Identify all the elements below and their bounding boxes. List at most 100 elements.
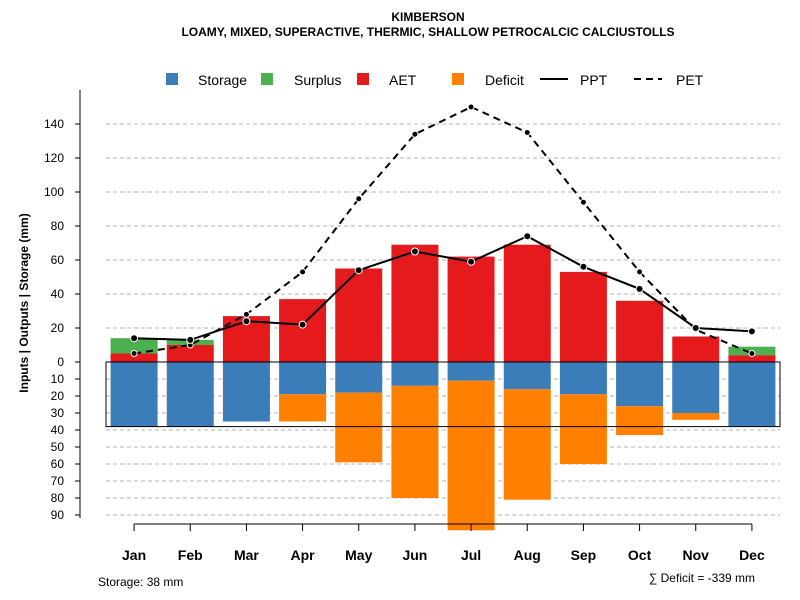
ppt-point <box>579 262 588 271</box>
storage-bar <box>166 362 214 427</box>
deficit-bar <box>616 406 664 436</box>
pet-point <box>355 195 363 203</box>
aet-bar <box>559 271 607 362</box>
legend-swatch <box>357 73 369 85</box>
ppt-point <box>523 232 532 241</box>
deficit-bar <box>672 413 720 420</box>
x-tick-label: May <box>345 547 372 563</box>
storage-bar <box>616 362 664 407</box>
x-tick-label: Jun <box>402 547 427 563</box>
aet-bar <box>447 256 495 362</box>
storage-bar <box>559 362 607 395</box>
legend-label: AET <box>389 72 417 88</box>
aet-bar <box>672 336 720 362</box>
storage-bar <box>335 362 383 393</box>
deficit-bar <box>503 389 551 500</box>
storage-bar <box>503 362 551 390</box>
pet-line <box>133 105 753 355</box>
x-tick-label: Jul <box>461 547 481 563</box>
chart-subtitle: LOAMY, MIXED, SUPERACTIVE, THERMIC, SHAL… <box>181 25 674 39</box>
storage-bar <box>728 362 776 427</box>
aet-bar <box>503 244 551 362</box>
axes: 0 20 40 60 80 100 120 140 10 20 30 40 50 60 70 80 90 Jan F… <box>44 90 765 563</box>
pet-point <box>242 310 250 318</box>
x-tick-label: Oct <box>628 547 652 563</box>
y-tick-label: 120 <box>44 151 64 165</box>
aet-bar <box>110 353 158 362</box>
aet-bar <box>166 345 214 362</box>
bars <box>105 244 781 531</box>
y-tick-label: 20 <box>51 321 65 335</box>
aet-bar <box>616 300 664 362</box>
ppt-point <box>691 324 700 332</box>
chart-title: KIMBERSON <box>391 10 464 24</box>
x-tick-label: Aug <box>514 547 541 563</box>
legend: Storage Surplus AET Deficit PPT PET <box>166 72 704 88</box>
storage-bar <box>110 362 158 427</box>
ppt-point <box>635 284 644 293</box>
x-tick-label: Jan <box>122 547 146 563</box>
y-tick-label: 0 <box>57 355 64 369</box>
storage-capacity-outline <box>105 361 781 428</box>
ppt-point <box>354 266 363 275</box>
pet-point <box>636 268 644 276</box>
y-tick-label: 80 <box>51 219 65 233</box>
storage-bar <box>447 362 495 381</box>
legend-swatch <box>452 73 464 85</box>
ppt-point <box>186 335 195 344</box>
gridlines <box>106 123 780 516</box>
deficit-bar <box>447 380 495 531</box>
y-tick-label: 40 <box>51 423 65 437</box>
aet-bar <box>728 355 776 362</box>
storage-bar <box>391 362 439 386</box>
pet-point <box>130 350 138 357</box>
legend-swatch <box>166 73 178 85</box>
deficit-bar <box>279 394 327 422</box>
ppt-point <box>242 317 251 326</box>
y-tick-label: 90 <box>51 508 65 522</box>
x-tick-label: Nov <box>683 547 710 563</box>
y-tick-label: 20 <box>51 389 65 403</box>
ppt-point <box>130 334 139 343</box>
y-tick-label: 70 <box>51 474 65 488</box>
x-tick-label: Apr <box>291 547 316 563</box>
ppt-point <box>747 327 756 336</box>
ppt-point <box>298 320 307 329</box>
ppt-point <box>467 257 476 266</box>
pet-point <box>579 198 587 206</box>
pet-point <box>748 350 756 357</box>
pet-point <box>467 103 475 111</box>
x-tick-label: Sep <box>571 547 597 563</box>
pet-point <box>523 129 531 136</box>
deficit-bar <box>335 392 383 463</box>
aet-bar <box>335 268 383 362</box>
y-tick-label: 80 <box>51 491 65 505</box>
aet-bar <box>391 244 439 362</box>
storage-bar <box>222 362 270 422</box>
y-tick-label: 100 <box>44 185 64 199</box>
footer-deficit: ∑ Deficit = -339 mm <box>649 571 755 585</box>
x-tick-label: Mar <box>234 547 259 563</box>
deficit-bar <box>391 385 439 498</box>
y-tick-label: 30 <box>51 406 65 420</box>
ppt-line <box>134 235 752 341</box>
footer-storage: Storage: 38 mm <box>98 575 183 589</box>
legend-label: PPT <box>580 72 608 88</box>
legend-label: PET <box>676 72 704 88</box>
legend-label: Storage <box>198 72 247 88</box>
pet-point <box>411 130 419 138</box>
y-tick-label: 60 <box>51 457 65 471</box>
y-tick-label: 10 <box>51 372 65 386</box>
lines <box>130 103 756 357</box>
y-axis-label: Inputs | Outputs | Storage (mm) <box>17 213 31 392</box>
legend-swatch <box>261 73 273 85</box>
ppt-point <box>410 247 419 256</box>
y-tick-label: 140 <box>44 117 64 131</box>
storage-bar <box>672 362 720 413</box>
legend-label: Deficit <box>485 72 524 88</box>
y-tick-label: 50 <box>51 440 65 454</box>
x-tick-label: Feb <box>178 547 203 563</box>
deficit-bar <box>559 394 607 464</box>
surplus-bar <box>110 338 158 354</box>
legend-label: Surplus <box>294 72 341 88</box>
